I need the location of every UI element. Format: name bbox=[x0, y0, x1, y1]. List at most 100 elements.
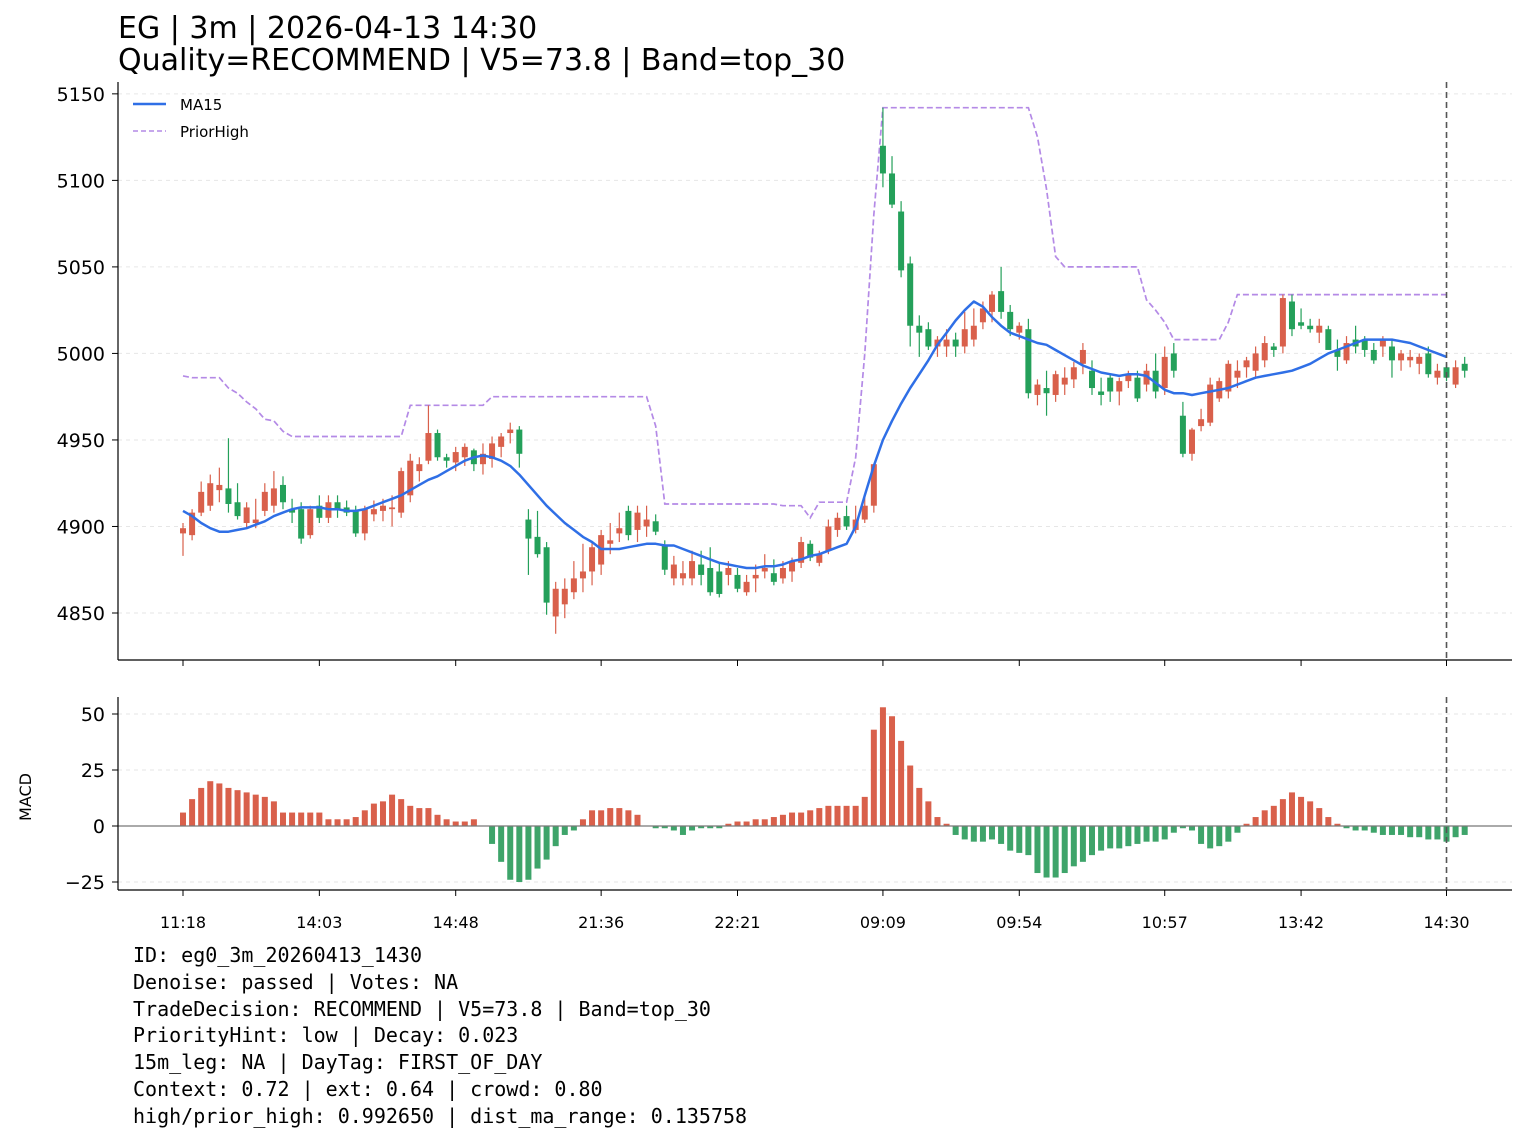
candle bbox=[1225, 360, 1232, 399]
candle bbox=[416, 457, 423, 482]
candle-body bbox=[398, 471, 405, 513]
candle bbox=[307, 505, 314, 539]
candle-body bbox=[1425, 353, 1432, 375]
candle-body bbox=[843, 516, 850, 527]
macd-bar bbox=[1279, 799, 1286, 826]
candle bbox=[843, 505, 850, 530]
macd-panel: −25 0 25 50 11:18 14:03 14:48 21:36 22:21 09:09 09… bbox=[65, 697, 1512, 932]
candle bbox=[498, 433, 505, 458]
macd-bar bbox=[607, 808, 614, 826]
candle-body bbox=[989, 294, 996, 312]
candle-body bbox=[1098, 391, 1105, 395]
macd-bar bbox=[789, 812, 796, 826]
macd-bar bbox=[616, 808, 623, 826]
macd-bar bbox=[1161, 826, 1168, 840]
candle bbox=[770, 559, 777, 586]
candle bbox=[1325, 325, 1332, 350]
candle-body bbox=[234, 502, 241, 517]
x-tick-label: 10:57 bbox=[1142, 913, 1188, 932]
macd-bar bbox=[807, 810, 814, 826]
x-tick-label: 14:03 bbox=[296, 913, 342, 932]
macd-bar bbox=[1243, 823, 1250, 826]
price-ytick-label: 5150 bbox=[57, 84, 105, 106]
candle-body bbox=[352, 510, 359, 534]
candle bbox=[1398, 349, 1405, 371]
candle-body bbox=[1179, 415, 1186, 454]
candle bbox=[189, 509, 196, 541]
candle-body bbox=[1089, 370, 1095, 389]
macd-bar bbox=[425, 808, 432, 826]
candle bbox=[707, 547, 714, 596]
candle bbox=[1452, 360, 1459, 389]
candle bbox=[1098, 377, 1105, 406]
candle bbox=[1134, 370, 1141, 402]
price-ytick-label: 5100 bbox=[57, 170, 105, 192]
candle bbox=[961, 311, 968, 354]
macd-bar bbox=[252, 794, 259, 826]
candle-body bbox=[770, 573, 777, 582]
price-ytick-label: 5050 bbox=[57, 257, 105, 279]
macd-bar bbox=[598, 810, 605, 826]
macd-bar bbox=[352, 817, 359, 826]
candle-body bbox=[1025, 329, 1032, 394]
macd-bar bbox=[1252, 817, 1259, 826]
candle bbox=[289, 498, 296, 524]
candle bbox=[543, 542, 550, 615]
macd-bar bbox=[1379, 826, 1386, 835]
candle bbox=[743, 574, 750, 596]
candle bbox=[1434, 363, 1441, 385]
candle bbox=[1279, 294, 1286, 354]
candle-body bbox=[543, 547, 550, 603]
candle-body bbox=[316, 505, 323, 518]
macd-bar bbox=[1143, 826, 1150, 842]
candle-body bbox=[761, 568, 768, 572]
macd-bar bbox=[261, 796, 268, 826]
candle-body bbox=[1361, 339, 1368, 350]
macd-bar bbox=[1443, 826, 1450, 842]
candle-body bbox=[516, 429, 523, 454]
macd-bar bbox=[1125, 826, 1132, 847]
macd-bar bbox=[1107, 826, 1114, 849]
candle bbox=[298, 502, 305, 544]
macd-bar bbox=[1261, 810, 1268, 826]
candle-body bbox=[1398, 353, 1405, 361]
candle-body bbox=[370, 509, 377, 515]
candle bbox=[1298, 308, 1305, 330]
candle-body bbox=[1225, 363, 1232, 392]
macd-bar bbox=[634, 814, 641, 826]
macd-bar bbox=[716, 826, 723, 829]
macd-bar bbox=[989, 826, 996, 840]
candle-body bbox=[552, 588, 559, 617]
candle-body bbox=[1107, 377, 1114, 392]
candle-body bbox=[679, 573, 686, 579]
candle bbox=[516, 426, 523, 468]
macd-bar bbox=[470, 819, 477, 826]
macd-bar bbox=[770, 817, 777, 826]
macd-bar bbox=[1043, 826, 1050, 878]
info-block: ID: eg0_3m_20260413_1430 Denoise: passed… bbox=[133, 942, 747, 1130]
candle-body bbox=[798, 542, 805, 563]
candle bbox=[998, 266, 1005, 319]
candle bbox=[180, 523, 186, 556]
candle-body bbox=[625, 510, 632, 536]
candle-body bbox=[361, 509, 368, 534]
macd-bar bbox=[1070, 826, 1077, 867]
candle-body bbox=[225, 488, 232, 504]
candle bbox=[579, 543, 586, 593]
macd-ytick-label: −25 bbox=[65, 872, 105, 894]
macd-bar bbox=[270, 801, 277, 826]
macd-bar bbox=[225, 787, 232, 826]
candle-body bbox=[998, 291, 1005, 312]
candle bbox=[1425, 346, 1432, 378]
macd-bar bbox=[198, 787, 205, 826]
macd-bar bbox=[1370, 826, 1377, 833]
macd-bar bbox=[416, 808, 423, 826]
candle-body bbox=[243, 507, 250, 524]
candle bbox=[1261, 336, 1268, 368]
candle bbox=[479, 443, 486, 475]
candle bbox=[798, 536, 805, 569]
macd-bar bbox=[879, 707, 886, 826]
macd-bar bbox=[898, 740, 905, 826]
candle-body bbox=[389, 507, 396, 510]
